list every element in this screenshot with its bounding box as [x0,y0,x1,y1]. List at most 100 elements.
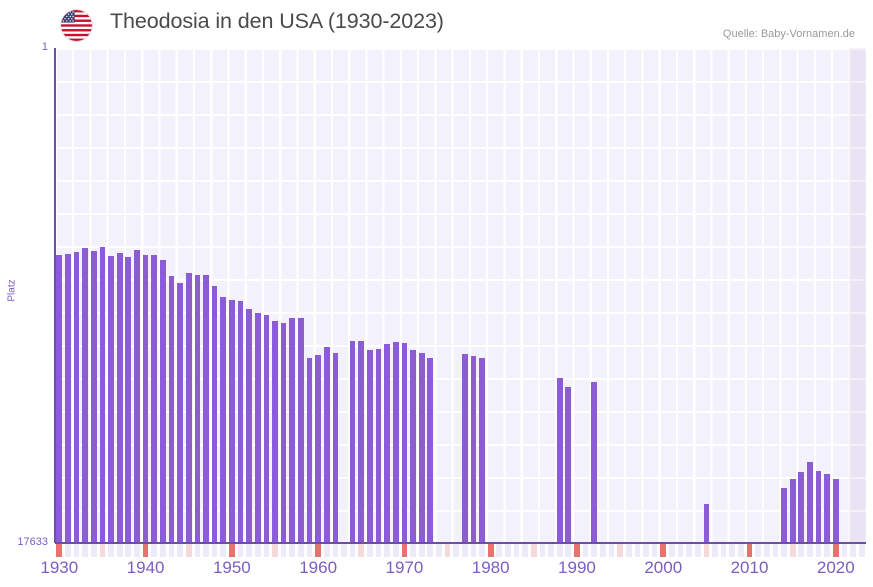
year-marker-1950 [229,544,235,557]
bar-1962[interactable] [332,353,339,543]
year-marker-1940 [142,544,149,557]
bar-1967[interactable] [375,348,382,543]
year-marker-2016 [798,544,805,557]
year-marker-1977 [461,544,468,557]
bar-1931[interactable] [65,254,71,543]
bar-2015[interactable] [789,478,796,543]
year-marker-1946 [194,544,201,557]
year-marker-1991 [582,544,589,557]
bar-1954[interactable] [263,315,270,543]
bar-2005[interactable] [703,504,710,543]
bar-2017[interactable] [807,462,813,543]
bar-1989[interactable] [565,387,572,543]
year-marker-1933 [82,544,89,557]
year-marker-1938 [125,544,132,557]
bar-1945[interactable] [185,272,192,543]
year-marker-2022 [850,544,856,557]
year-marker-2013 [772,544,779,557]
year-marker-2018 [815,544,822,557]
bar-1944[interactable] [177,282,183,543]
bar-1932[interactable] [73,252,80,543]
year-marker-1994 [608,544,615,557]
bar-1949[interactable] [220,297,227,543]
year-marker-1948 [211,544,218,557]
year-marker-1973 [427,544,434,557]
bar-2014[interactable] [781,488,787,543]
bar-1960[interactable] [315,355,321,543]
year-marker-1976 [453,544,460,557]
bar-1978[interactable] [470,355,477,543]
year-marker-2008 [729,544,736,557]
bar-1933[interactable] [82,248,89,543]
bar-1938[interactable] [125,257,132,543]
year-marker-1984 [522,544,529,557]
x-tick-1980: 1980 [471,558,510,577]
year-marker-1937 [116,544,123,557]
bar-1959[interactable] [306,358,313,543]
bar-1965[interactable] [358,340,365,543]
bar-1948[interactable] [211,286,218,543]
year-marker-1993 [600,544,606,557]
year-marker-1942 [159,544,166,557]
bar-1971[interactable] [410,350,416,543]
bar-1953[interactable] [254,313,261,543]
year-marker-1949 [220,544,227,557]
year-marker-2002 [677,544,684,557]
bar-1970[interactable] [401,343,408,543]
year-marker-2023 [858,544,865,557]
year-marker-2006 [712,544,718,557]
bar-1988[interactable] [556,377,563,543]
year-marker-1979 [479,544,485,557]
bar-1935[interactable] [99,246,106,543]
bar-1992[interactable] [591,382,598,543]
x-tick-2000: 2000 [644,558,683,577]
year-marker-1997 [634,544,641,557]
bar-1952[interactable] [246,308,252,543]
bar-1972[interactable] [418,353,425,543]
bar-1941[interactable] [151,255,158,543]
x-tick-2010: 2010 [730,558,769,577]
year-marker-1990 [574,544,580,557]
bar-1934[interactable] [90,250,97,543]
bar-1964[interactable] [349,341,356,543]
x-axis-tick-labels: 1930 1940 1950 1960 1970 1980 1990 2000 2010 2020 [40,558,866,584]
bar-1969[interactable] [392,342,399,543]
bar-1955[interactable] [272,321,278,543]
bar-1966[interactable] [367,350,373,543]
bar-1979[interactable] [479,358,485,543]
bar-1961[interactable] [323,347,330,543]
bar-1937[interactable] [116,253,123,543]
bar-2016[interactable] [798,472,805,543]
year-marker-1966 [367,544,373,557]
year-marker-1962 [332,544,339,557]
x-tick-1960: 1960 [299,558,338,577]
bar-1946[interactable] [194,275,201,543]
bar-1950[interactable] [229,299,235,543]
bar-2020[interactable] [832,479,839,543]
year-marker-1972 [418,544,425,557]
bar-1936[interactable] [108,255,114,543]
bar-1939[interactable] [134,249,140,543]
year-marker-1983 [513,544,520,557]
year-marker-1955 [272,544,278,557]
bar-2018[interactable] [815,470,822,543]
bar-1968[interactable] [384,343,390,543]
bar-1973[interactable] [427,357,434,543]
y-axis-top-tick: 1 [41,41,48,53]
bar-1951[interactable] [237,300,244,543]
bar-1940[interactable] [142,255,149,543]
bar-1957[interactable] [289,318,296,543]
bar-1947[interactable] [203,274,209,543]
bar-1942[interactable] [159,260,166,543]
source-attribution: Quelle: Baby-Vornamen.de [722,28,855,40]
bar-1943[interactable] [168,275,175,543]
year-marker-2009 [738,544,744,557]
bar-2019[interactable] [824,474,831,543]
bar-1977[interactable] [461,353,468,543]
bar-1930[interactable] [56,255,63,543]
x-tick-1940: 1940 [126,558,165,577]
year-marker-1932 [73,544,80,557]
bar-1956[interactable] [280,322,287,543]
year-marker-1968 [384,544,390,557]
bar-1958[interactable] [298,318,304,543]
